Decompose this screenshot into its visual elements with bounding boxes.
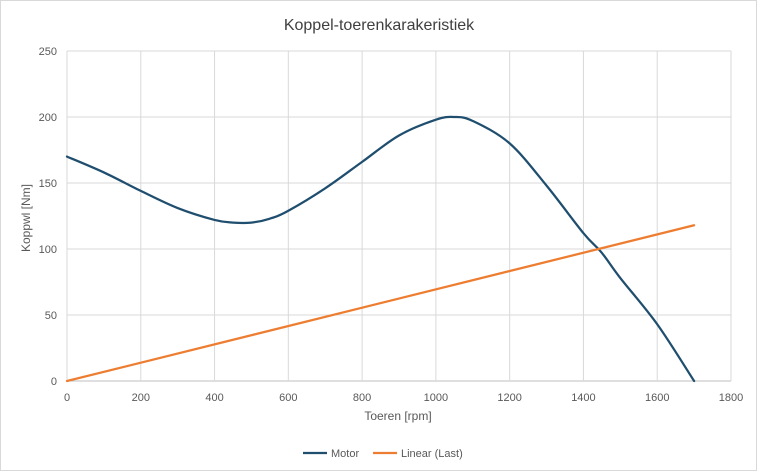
x-tick-label: 800 (353, 392, 371, 404)
x-tick-labels: 0 200 400 600 800 1000 1200 1400 1600 1800 (64, 392, 743, 404)
y-tick-label: 0 (51, 376, 57, 388)
x-tick-label: 200 (132, 392, 150, 404)
y-axis-label: Koppwl [Nm] (19, 184, 33, 252)
legend-label: Motor (331, 448, 359, 460)
x-tick-label: 1400 (571, 392, 595, 404)
series-line-linear-last (65, 224, 696, 383)
gridlines (66, 50, 732, 382)
series-lines (65, 115, 696, 383)
x-tick-label: 600 (279, 392, 297, 404)
series-line-motor (65, 115, 696, 383)
chart-title: Koppel-toerenkarakeristiek (284, 17, 475, 34)
x-tick-label: 1600 (645, 392, 669, 404)
x-tick-label: 1200 (497, 392, 521, 404)
y-tick-label: 50 (45, 310, 57, 322)
x-tick-label: 400 (205, 392, 223, 404)
x-tick-label: 1000 (424, 392, 448, 404)
y-tick-label: 200 (39, 112, 57, 124)
legend: Motor Linear (Last) (303, 448, 463, 460)
y-tick-label: 250 (39, 46, 57, 58)
y-tick-labels: 0 50 100 150 200 250 (39, 46, 57, 388)
legend-label: Linear (Last) (401, 448, 463, 460)
x-axis-label: Toeren [rpm] (364, 409, 431, 423)
y-tick-label: 100 (39, 244, 57, 256)
y-tick-label: 150 (39, 178, 57, 190)
x-tick-label: 0 (64, 392, 70, 404)
x-tick-label: 1800 (719, 392, 743, 404)
